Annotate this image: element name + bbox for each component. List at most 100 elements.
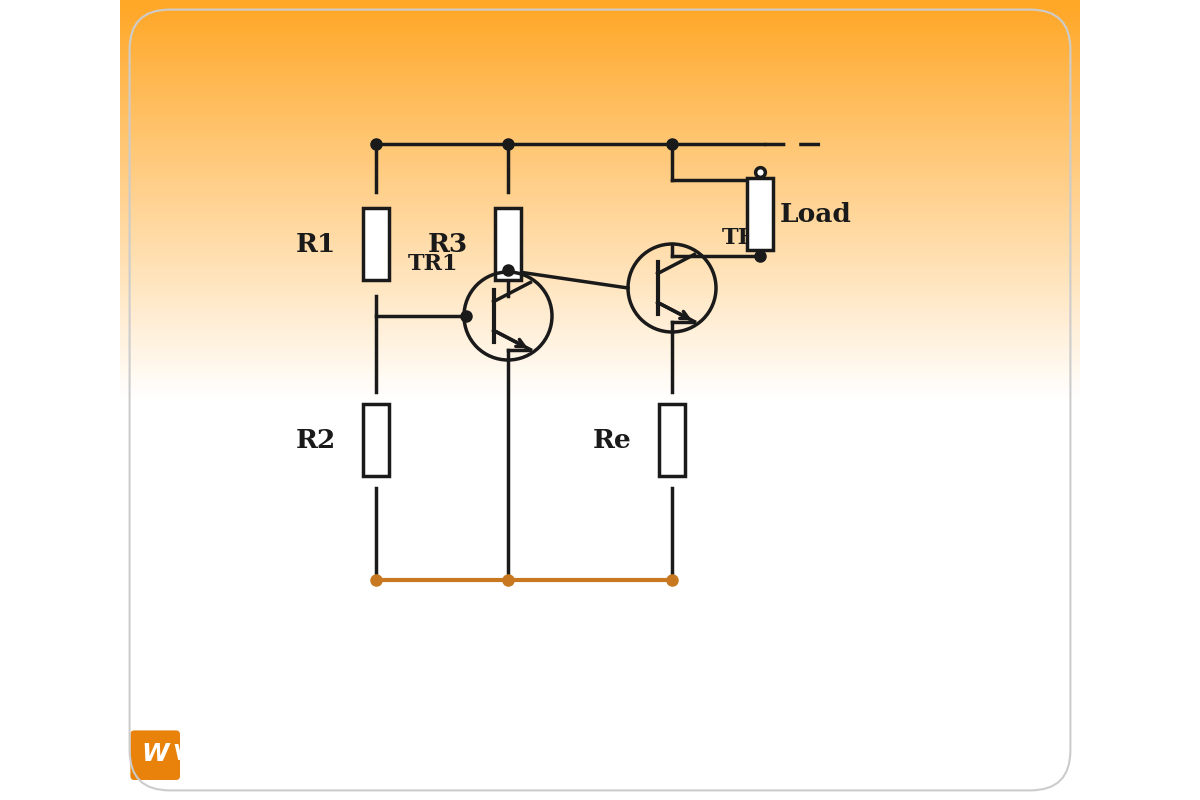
Bar: [120, 376, 1080, 380]
Bar: [120, 224, 1080, 228]
Bar: [120, 768, 1080, 772]
Bar: [120, 348, 1080, 352]
Bar: [120, 616, 1080, 620]
Bar: [120, 436, 1080, 440]
Bar: [120, 148, 1080, 152]
Bar: [120, 276, 1080, 280]
Bar: [120, 428, 1080, 432]
Bar: [120, 228, 1080, 232]
Bar: [120, 540, 1080, 544]
Bar: [120, 180, 1080, 184]
Bar: [120, 384, 1080, 388]
Bar: [120, 648, 1080, 652]
Bar: [120, 296, 1080, 300]
Bar: [120, 604, 1080, 608]
Bar: [120, 100, 1080, 104]
Bar: [120, 564, 1080, 568]
Bar: [120, 440, 1080, 444]
Bar: [120, 128, 1080, 132]
Bar: [120, 260, 1080, 264]
Bar: [120, 572, 1080, 576]
Bar: [120, 552, 1080, 556]
Text: R3: R3: [427, 231, 468, 257]
Bar: [120, 744, 1080, 748]
Bar: [120, 280, 1080, 284]
Bar: [120, 204, 1080, 208]
Bar: [120, 4, 1080, 8]
Bar: [120, 452, 1080, 456]
Bar: [120, 356, 1080, 360]
Bar: [120, 748, 1080, 752]
Bar: [120, 252, 1080, 256]
Bar: [120, 764, 1080, 768]
Bar: [120, 24, 1080, 28]
Bar: [120, 16, 1080, 20]
Bar: [120, 556, 1080, 560]
Bar: [120, 640, 1080, 644]
Bar: [120, 76, 1080, 80]
Bar: [120, 188, 1080, 192]
Bar: [659, 404, 685, 476]
Text: TR2: TR2: [721, 227, 772, 250]
Bar: [120, 732, 1080, 736]
Bar: [120, 736, 1080, 740]
Bar: [120, 48, 1080, 52]
Bar: [120, 700, 1080, 704]
Bar: [120, 512, 1080, 516]
Bar: [120, 68, 1080, 72]
Bar: [120, 720, 1080, 724]
Bar: [120, 124, 1080, 128]
Bar: [120, 520, 1080, 524]
Bar: [120, 344, 1080, 348]
Bar: [120, 168, 1080, 172]
Bar: [120, 352, 1080, 356]
Bar: [120, 656, 1080, 660]
Bar: [496, 208, 521, 280]
Bar: [120, 368, 1080, 372]
Text: R2: R2: [295, 427, 336, 453]
Bar: [120, 232, 1080, 236]
Bar: [120, 244, 1080, 248]
Bar: [120, 596, 1080, 600]
Bar: [120, 140, 1080, 144]
Bar: [120, 420, 1080, 424]
Bar: [120, 484, 1080, 488]
Bar: [120, 264, 1080, 268]
Bar: [120, 288, 1080, 292]
Bar: [120, 508, 1080, 512]
Bar: [120, 56, 1080, 60]
Bar: [120, 660, 1080, 664]
Bar: [120, 612, 1080, 616]
Bar: [120, 172, 1080, 176]
Bar: [120, 692, 1080, 696]
Bar: [120, 468, 1080, 472]
Bar: [120, 448, 1080, 452]
Bar: [120, 652, 1080, 656]
Bar: [120, 760, 1080, 764]
Bar: [120, 676, 1080, 680]
Bar: [120, 96, 1080, 100]
Bar: [120, 588, 1080, 592]
Bar: [120, 60, 1080, 64]
Bar: [120, 216, 1080, 220]
Bar: [120, 752, 1080, 756]
Bar: [364, 208, 389, 280]
Bar: [120, 388, 1080, 392]
Bar: [120, 292, 1080, 296]
Bar: [120, 164, 1080, 168]
Bar: [120, 408, 1080, 412]
Bar: [120, 396, 1080, 400]
Bar: [120, 592, 1080, 596]
Bar: [120, 780, 1080, 784]
Bar: [120, 340, 1080, 344]
Bar: [120, 756, 1080, 760]
Bar: [120, 424, 1080, 428]
Bar: [120, 772, 1080, 776]
Bar: [120, 608, 1080, 612]
Bar: [120, 792, 1080, 796]
Bar: [120, 516, 1080, 520]
Bar: [120, 492, 1080, 496]
Bar: [120, 580, 1080, 584]
Bar: [120, 196, 1080, 200]
Bar: [120, 0, 1080, 4]
